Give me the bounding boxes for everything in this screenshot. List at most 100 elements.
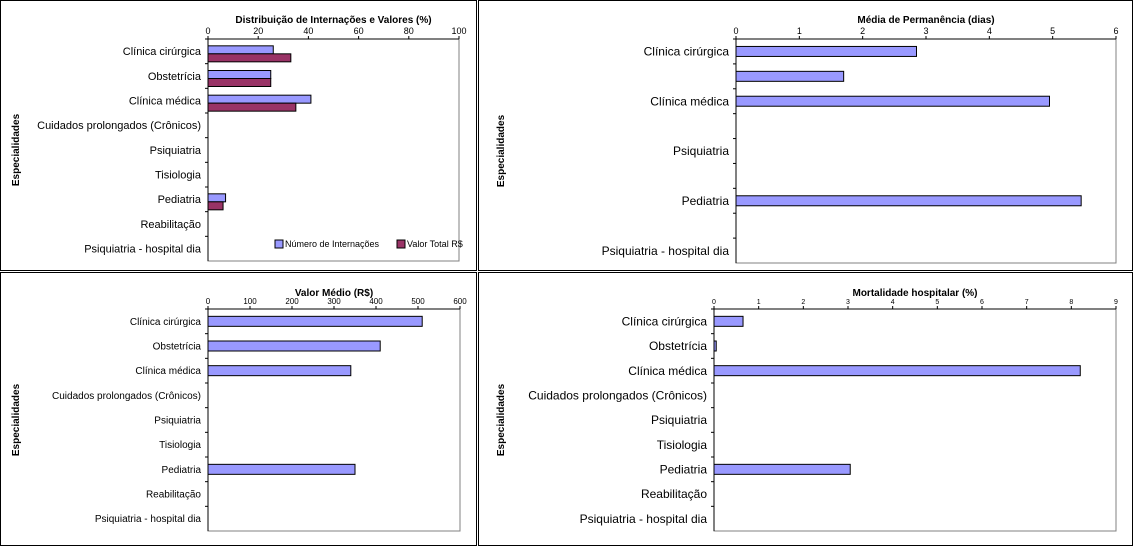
category-label: Psiquiatria - hospital dia [602, 244, 730, 258]
bar-series-1 [735, 45, 917, 57]
x-tick-label: 0 [205, 26, 210, 36]
bar-series-2 [207, 102, 297, 112]
category-label: Clínica médica [628, 364, 707, 378]
category-label: Reabilitação [146, 490, 201, 501]
x-tick-label: 8 [1069, 299, 1073, 306]
category-label: Cuidados prolongados (Crônicos) [52, 391, 201, 402]
bar-series-2 [207, 53, 292, 63]
category-label: Pediatria [660, 463, 708, 477]
chart-title: Mortalidade hospitalar (%) [852, 288, 977, 299]
x-tick-label: 100 [243, 297, 257, 306]
chart-media-permanencia: Média de Permanência (dias) 0 1 2 3 4 5 6 Clínic… [478, 0, 1133, 271]
bar-series-1 [713, 365, 1081, 377]
x-tick-label: 5 [935, 299, 939, 306]
category-label: Psiquiatria [154, 416, 201, 427]
category-label: Cuidados prolongados (Crônicos) [528, 389, 707, 403]
x-tick-label: 0 [733, 26, 738, 36]
category-label: Obstetrícia [148, 71, 202, 83]
x-tick-label: 9 [1114, 299, 1118, 306]
x-tick-label: 20 [253, 26, 263, 36]
x-tick-label: 2 [801, 299, 805, 306]
x-tick-label: 60 [354, 26, 364, 36]
category-label: Psiquiatria - hospital dia [95, 514, 202, 525]
plot-area [713, 308, 1117, 532]
y-axis-label: Especialidades [496, 114, 507, 187]
category-label: Psiquiatria [673, 144, 729, 158]
category-label: Obstetrícia [153, 342, 202, 353]
bar-series-2 [207, 78, 272, 87]
chart-mortalidade-svg: Mortalidade hospitalar (%) 0 1 2 3 4 5 6 7 8 9 Clín… [496, 288, 1118, 532]
x-tick-label: 1 [757, 299, 761, 306]
x-tick-label: 400 [369, 297, 383, 306]
x-tick-label: 2 [860, 26, 865, 36]
category-label: Cuidados prolongados (Crônicos) [37, 120, 201, 132]
x-tick-label: 80 [404, 26, 414, 36]
legend-label: Número de Internações [285, 239, 380, 249]
chart-media-permanencia-svg: Média de Permanência (dias) 0 1 2 3 4 5 6 Clínic… [496, 15, 1119, 264]
category-label: Clínica médica [129, 96, 202, 108]
bar-series-1 [713, 463, 851, 475]
bar-series-2 [207, 201, 224, 211]
bar-series-1 [207, 94, 312, 104]
category-label: Clínica médica [135, 366, 201, 377]
x-tick-label: 3 [846, 299, 850, 306]
chart-distribuicao-svg: Distribuição de Internações e Valores (%… [11, 15, 467, 262]
x-tick-label: 6 [980, 299, 984, 306]
bar-series-1 [207, 45, 274, 55]
chart-distribuicao: Distribuição de Internações e Valores (%… [0, 0, 477, 271]
bar-series-1 [207, 70, 272, 79]
bar-series-1 [207, 193, 227, 203]
legend-label: Valor Total R$ [407, 239, 463, 249]
x-tick-label: 1 [797, 26, 802, 36]
y-axis-label: Especialidades [496, 383, 507, 456]
x-tick-label: 7 [1025, 299, 1029, 306]
chart-title: Distribuição de Internações e Valores (%… [235, 15, 431, 26]
legend-swatch [274, 239, 284, 249]
chart-title: Média de Permanência (dias) [857, 15, 994, 26]
category-label: Clínica médica [650, 94, 729, 108]
category-label: Psiquiatria [150, 145, 202, 157]
x-tick-label: 0 [206, 297, 211, 306]
category-label: Pediatria [158, 194, 202, 206]
x-tick-label: 3 [923, 26, 928, 36]
category-label: Reabilitação [140, 219, 201, 231]
category-label: Obstetrícia [649, 339, 707, 353]
chart-valor-medio: Valor Médio (R$) 0 100 200 300 400 500 600 Clíni… [0, 272, 477, 546]
x-tick-label: 4 [987, 26, 992, 36]
x-tick-label: 500 [411, 297, 425, 306]
chart-valor-medio-svg: Valor Médio (R$) 0 100 200 300 400 500 600 Clíni… [11, 288, 467, 532]
x-tick-label: 300 [327, 297, 341, 306]
category-label: Clínica cirúrgica [130, 317, 202, 328]
category-label: Clínica cirúrgica [622, 315, 708, 329]
x-tick-label: 200 [285, 297, 299, 306]
category-label: Tisiologia [159, 440, 201, 451]
x-tick-label: 0 [712, 299, 716, 306]
y-axis-label: Especialidades [11, 113, 22, 186]
bar-series-1 [207, 365, 352, 377]
category-label: Tisiologia [155, 170, 202, 182]
x-tick-label: 4 [891, 299, 895, 306]
category-label: Tisiologia [657, 438, 708, 452]
category-label: Pediatria [162, 465, 202, 476]
category-label: Psiquiatria - hospital dia [580, 512, 708, 526]
category-label: Pediatria [682, 194, 730, 208]
x-tick-label: 100 [451, 26, 466, 36]
bar-series-1 [735, 195, 1082, 207]
bar-series-1 [207, 463, 356, 475]
category-label: Psiquiatria [651, 413, 707, 427]
bar-series-1 [735, 70, 845, 82]
chart-mortalidade: Mortalidade hospitalar (%) 0 1 2 3 4 5 6 7 8 9 Clín… [478, 272, 1133, 546]
chart-title: Valor Médio (R$) [295, 288, 373, 299]
bar-series-1 [207, 315, 423, 327]
category-label: Psiquiatria - hospital dia [84, 244, 202, 256]
x-tick-label: 5 [1050, 26, 1055, 36]
category-label: Reabilitação [641, 487, 707, 501]
category-label: Clínica cirúrgica [644, 45, 730, 59]
bar-series-1 [735, 95, 1050, 107]
legend-swatch [396, 239, 406, 249]
bar-series-1 [207, 340, 381, 352]
x-tick-label: 40 [303, 26, 313, 36]
bar-series-1 [713, 340, 717, 352]
x-tick-label: 6 [1113, 26, 1118, 36]
bar-series-1 [713, 315, 744, 327]
